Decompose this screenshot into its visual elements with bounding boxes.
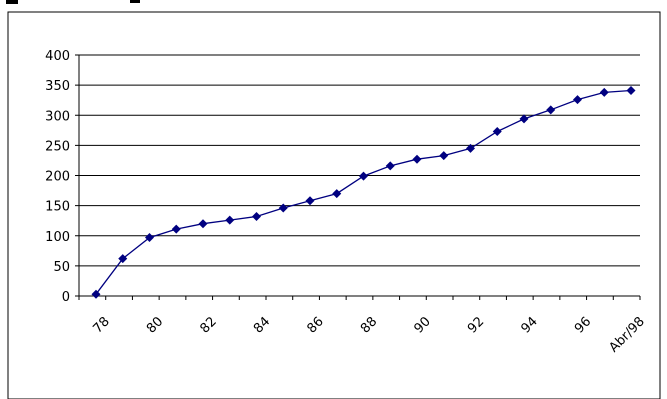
y-tick-label: 250 [45,139,70,154]
y-tick-label: 150 [45,200,70,215]
gridlines [79,54,640,267]
data-point [599,87,609,97]
series-line-group [91,86,636,299]
data-point [278,203,288,213]
y-tick-label: 0 [62,290,70,305]
data-point [519,114,529,124]
data-point [385,161,395,171]
data-point [118,254,128,264]
y-tick-label: 300 [45,109,70,124]
y-tick-label: 200 [45,170,70,185]
data-point [305,196,315,206]
y-tick-label: 100 [45,230,70,245]
data-point [492,127,502,137]
data-point [91,289,101,299]
title-fragment-mark [130,0,140,3]
data-point [198,219,208,229]
y-tick-label: 50 [53,260,70,275]
data-point [439,151,449,161]
y-tick-label: 350 [45,79,70,94]
data-point [171,224,181,234]
data-point [412,154,422,164]
data-point [546,105,556,115]
data-point [252,211,261,221]
data-point [225,215,235,225]
y-axis-ticks: 0 50 100 150 200 250 300 350 400 [45,49,79,305]
data-point [332,189,342,199]
data-point [466,143,475,153]
data-point [145,233,154,243]
y-tick-label: 400 [45,49,70,64]
data-point [359,171,368,181]
title-fragment-mark [6,0,18,4]
data-point [573,95,582,105]
data-point [626,86,636,96]
